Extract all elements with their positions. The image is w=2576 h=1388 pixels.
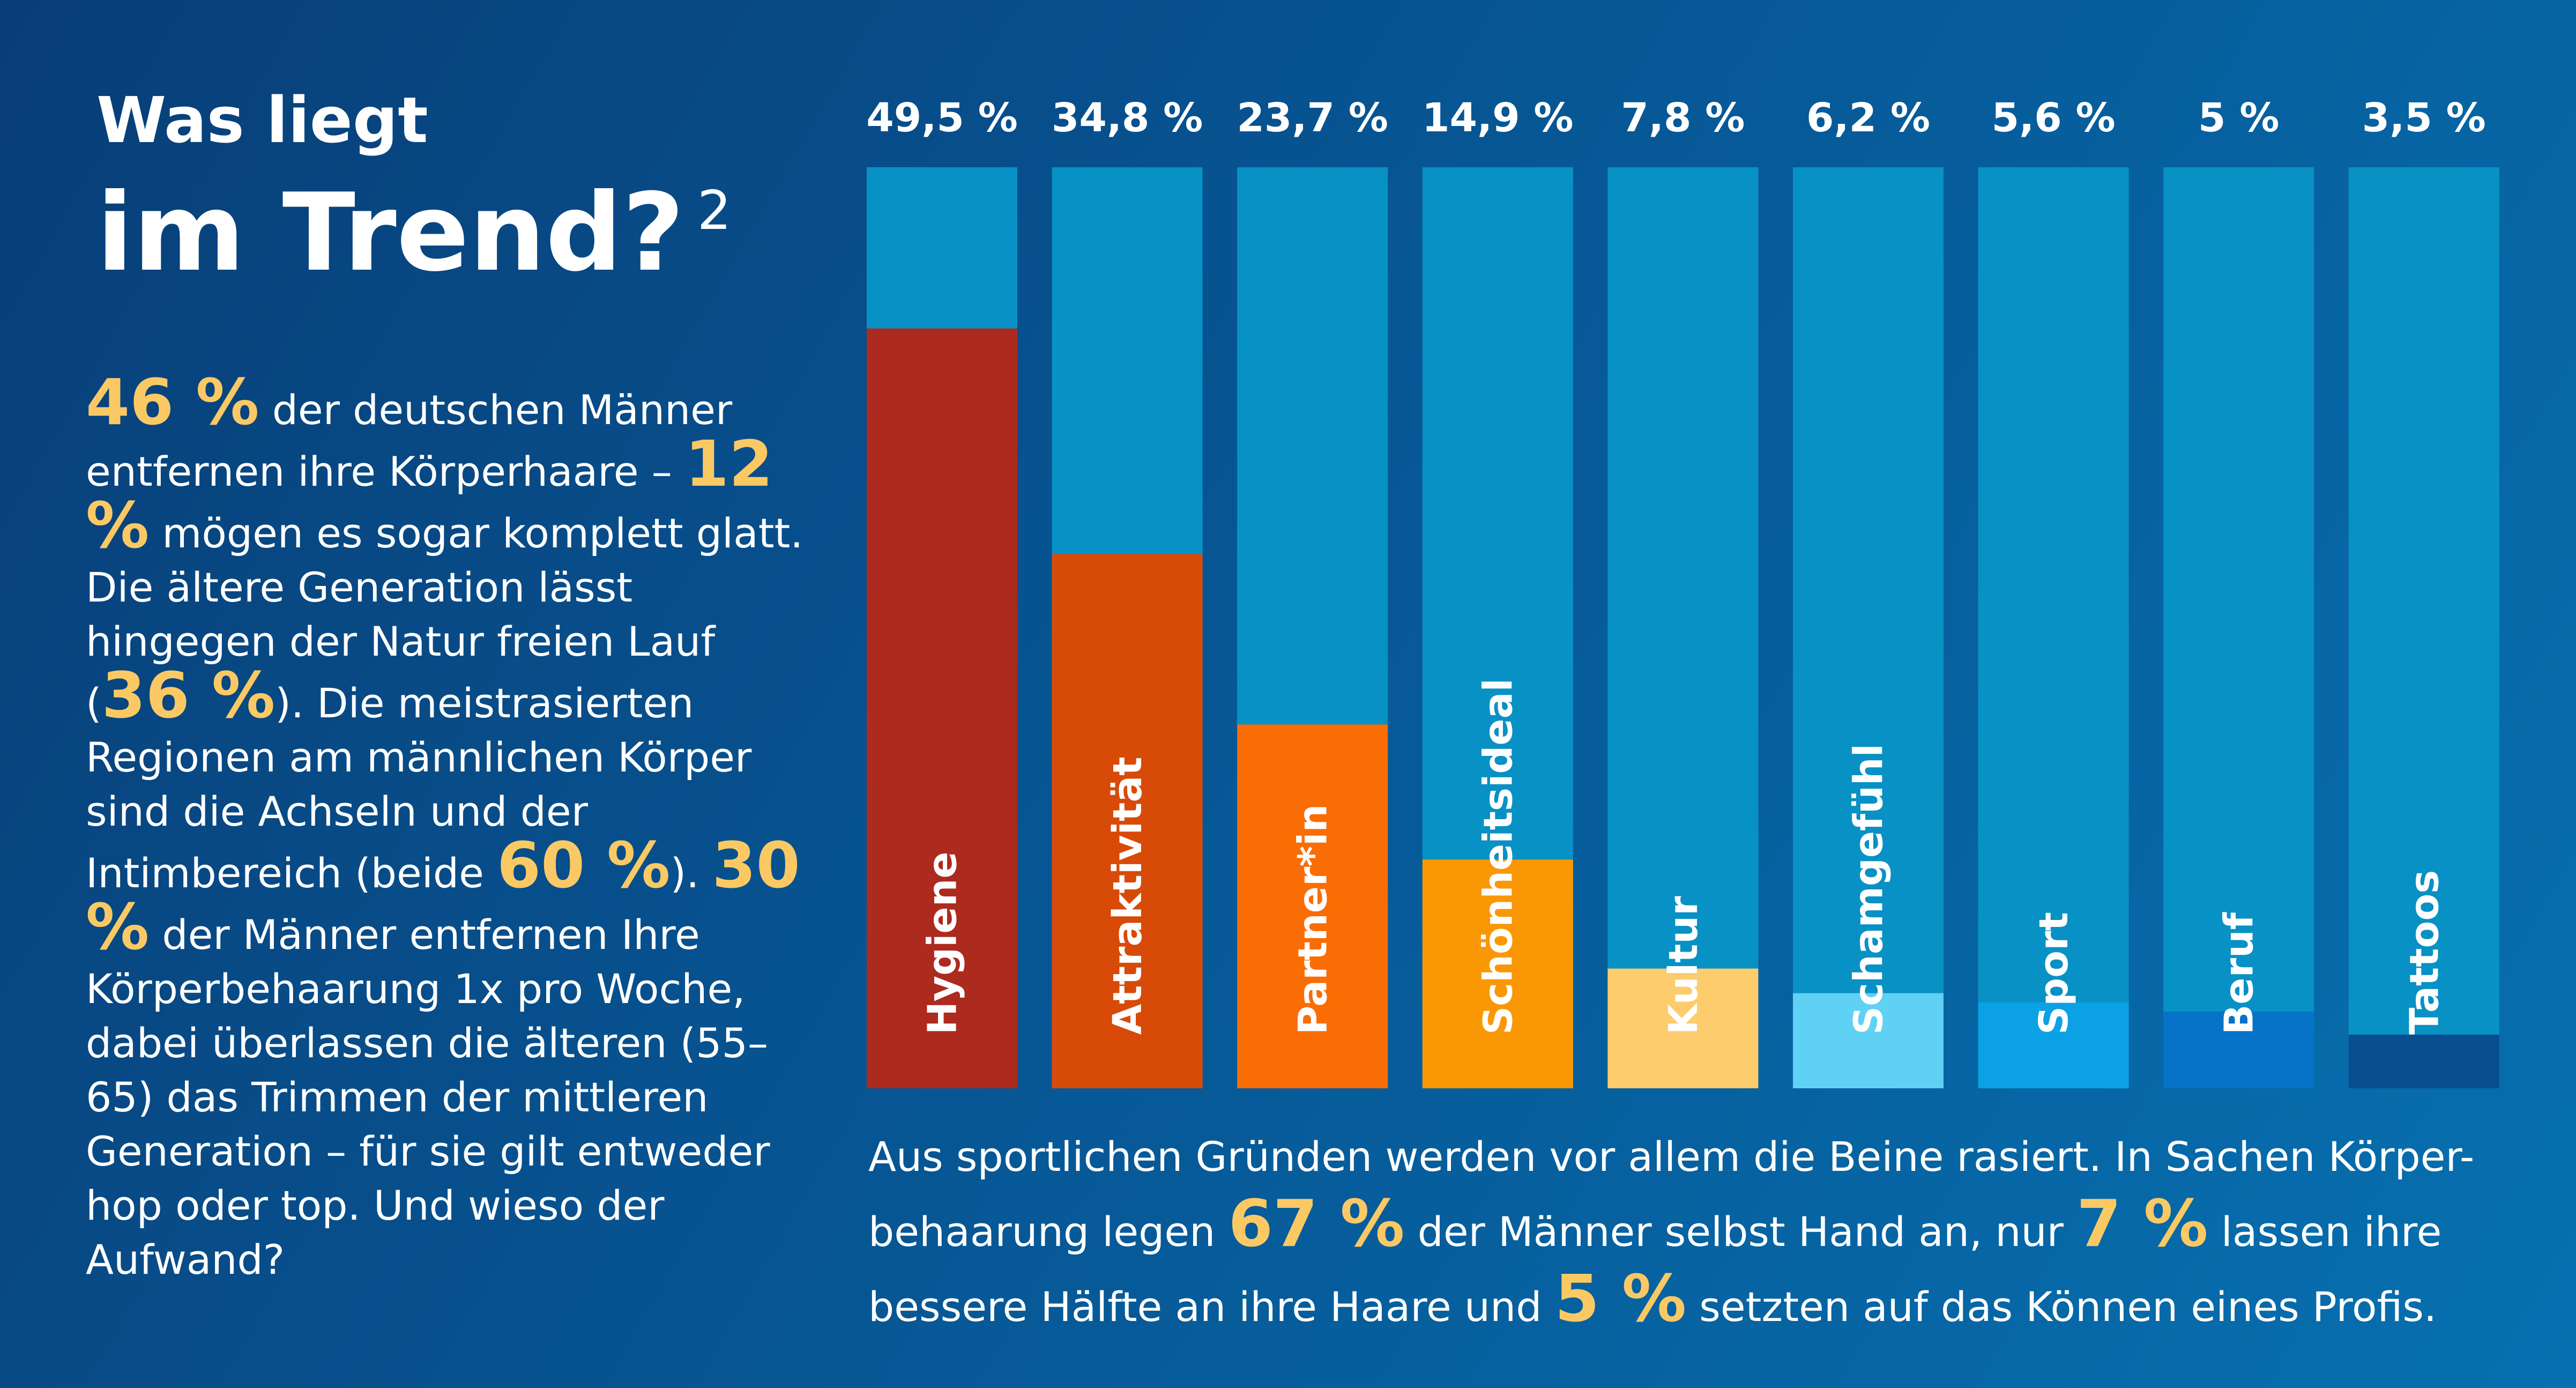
category-label-2: Partner*in (1290, 804, 1336, 1035)
bar-1 (1052, 554, 1203, 1088)
bottom-text-1: Aus sportlichen Gründen werden vor allem… (868, 1133, 2475, 1256)
category-label-5: Schamgefühl (1846, 744, 1892, 1035)
bar-0 (867, 328, 1017, 1088)
bar-6 (1978, 1002, 2129, 1088)
value-label-6: 5,6 % (1992, 95, 2116, 141)
bar-background-5 (1793, 167, 1944, 1088)
intro-text-3: ). Die meistrasierten Regionen am männli… (86, 679, 752, 897)
chart-title-line1: Was liegt (96, 83, 428, 157)
value-label-1: 34,8 % (1052, 95, 1203, 141)
category-label-0: Hygiene (920, 851, 966, 1035)
bar-8 (2348, 1034, 2499, 1088)
category-label-7: Beruf (2216, 912, 2262, 1035)
highlight-46: 46 % (86, 365, 259, 439)
bottom-text-4: setzten auf das Können eines Profis. (1686, 1283, 2437, 1331)
highlight-60: 60 % (497, 828, 671, 902)
intro-text-2: mögen es sogar komplett glatt. Die älter… (86, 509, 803, 727)
bar-4 (1607, 968, 1759, 1088)
value-label-3: 14,9 % (1422, 95, 1574, 141)
bar-2 (1237, 724, 1388, 1088)
category-label-6: Sport (2031, 912, 2077, 1035)
bottom-text-2: der Männer selbst Hand an, nur (1404, 1208, 2077, 1256)
bar-background-7 (2163, 167, 2314, 1088)
intro-text-1: der deutschen Männer entfernen ihre Körp… (86, 386, 733, 495)
category-label-4: Kultur (1661, 896, 1707, 1035)
category-label-8: Tattoos (2401, 870, 2447, 1035)
intro-paragraph: 46 % der deutschen Männer entfernen ihre… (86, 370, 825, 1287)
title-text: im Trend? (96, 170, 684, 295)
bar-3 (1422, 859, 1573, 1088)
value-label-4: 7,8 % (1621, 95, 1745, 141)
highlight-12: 12 % (86, 427, 773, 562)
highlight-7: 7 % (2076, 1187, 2208, 1261)
bar-5 (1793, 993, 1944, 1088)
bottom-paragraph: Aus sportlichen Gründen werden vor allem… (868, 1123, 2530, 1341)
bar-background-4 (1607, 167, 1759, 1088)
intro-text-5: der Männer entfernen Ihre Körperbehaarun… (86, 911, 770, 1283)
footnote-marker: 2 (697, 179, 732, 242)
highlight-5: 5 % (1554, 1262, 1687, 1337)
highlight-30: 30 % (86, 828, 800, 964)
value-label-2: 23,7 % (1237, 95, 1388, 141)
value-label-5: 6,2 % (1806, 95, 1930, 141)
highlight-67: 67 % (1228, 1187, 1405, 1261)
bar-background-6 (1978, 167, 2129, 1088)
intro-text-4: ). (670, 849, 712, 897)
value-label-0: 49,5 % (866, 95, 1018, 141)
value-label-7: 5 % (2198, 95, 2279, 141)
category-label-3: Schönheitsideal (1475, 678, 1521, 1035)
bar-background-8 (2348, 167, 2499, 1088)
bar-7 (2163, 1011, 2314, 1088)
chart-title-line2: im Trend? 2 (96, 177, 732, 290)
value-label-8: 3,5 % (2362, 95, 2486, 141)
highlight-36: 36 % (101, 658, 276, 732)
category-label-1: Attraktivität (1105, 756, 1151, 1035)
bottom-text-3: lassen ihre bessere Hälfte an ihre Haare… (868, 1208, 2442, 1331)
